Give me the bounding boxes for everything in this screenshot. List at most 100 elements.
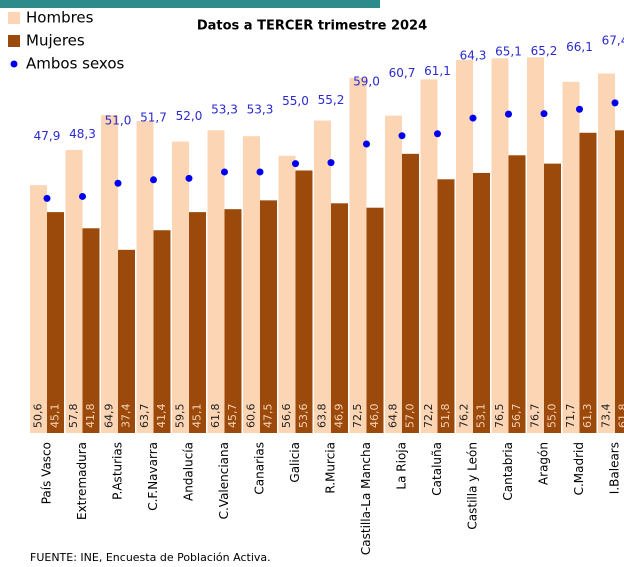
value-label: 41,4 — [155, 404, 168, 429]
value-label: 72,5 — [351, 404, 364, 429]
value-label: 51,8 — [439, 404, 452, 429]
value-label: 53,3 — [211, 102, 238, 116]
bar — [615, 130, 624, 434]
legend-swatch — [10, 60, 18, 68]
dot — [221, 168, 228, 176]
value-label: 67,4 — [602, 33, 624, 47]
bar — [385, 115, 402, 434]
header-band — [0, 0, 380, 8]
value-label: 53,3 — [247, 102, 274, 116]
value-label: 65,2 — [531, 44, 558, 58]
bar — [508, 155, 526, 433]
bar — [65, 149, 83, 433]
value-label: 37,4 — [120, 404, 133, 429]
bar — [136, 121, 154, 433]
value-label: 65,1 — [495, 45, 522, 59]
dot — [43, 194, 51, 202]
value-label: 53,1 — [475, 404, 488, 429]
value-label: 57,8 — [67, 404, 80, 429]
value-label: 52,0 — [176, 109, 203, 123]
value-label: 64,9 — [103, 404, 116, 429]
bar — [331, 203, 348, 433]
bar — [437, 179, 455, 433]
value-label: 64,3 — [460, 49, 487, 63]
x-tick-label: Castilla y León — [466, 442, 480, 530]
x-tick-label: Cantabria — [501, 442, 515, 501]
dot — [469, 114, 477, 122]
dot — [398, 132, 406, 140]
legend-label: Ambos sexos — [26, 55, 125, 73]
bar — [101, 115, 118, 433]
bar — [224, 209, 242, 433]
value-label: 60,6 — [245, 404, 258, 429]
bar — [366, 207, 384, 433]
x-tick-label: C.F.Navarra — [146, 442, 160, 511]
bar — [118, 249, 135, 433]
bar — [579, 132, 597, 433]
bar — [207, 130, 225, 434]
value-label: 60,7 — [389, 66, 416, 80]
value-label: 76,2 — [458, 404, 471, 429]
value-label: 46,0 — [368, 404, 381, 429]
bar — [47, 212, 64, 433]
x-tick-label: La Rioja — [395, 442, 409, 490]
value-label: 47,5 — [262, 404, 275, 429]
bar — [473, 172, 490, 434]
dot — [576, 105, 583, 113]
chart-title: Datos a TERCER trimestre 2024 — [197, 19, 427, 34]
bar — [295, 170, 313, 433]
value-label: 76,5 — [493, 404, 506, 429]
bar — [402, 153, 419, 434]
bar — [189, 212, 206, 433]
value-label: 61,8 — [617, 404, 624, 429]
x-tick-label: Aragón — [537, 442, 551, 485]
dot — [292, 160, 299, 168]
bar — [153, 230, 171, 433]
dot — [256, 168, 264, 176]
bar — [314, 120, 331, 434]
value-label: 61,1 — [424, 64, 451, 78]
x-tick-label: Canarias — [253, 442, 267, 495]
bar — [260, 200, 277, 433]
dot — [540, 110, 548, 118]
value-label: 61,3 — [581, 404, 594, 429]
dot — [150, 176, 157, 184]
value-label: 41,8 — [84, 404, 97, 429]
x-tick-label: Andalucía — [182, 442, 196, 501]
x-tick-label: Galicia — [288, 442, 302, 483]
value-label: 51,7 — [140, 110, 167, 124]
value-label: 71,7 — [564, 404, 577, 429]
dot — [185, 174, 193, 182]
value-label: 57,0 — [404, 404, 417, 429]
x-tick-label: Castilla-La Mancha — [359, 442, 373, 555]
value-label: 53,6 — [297, 404, 310, 429]
value-label: 45,1 — [49, 404, 62, 429]
bar — [82, 228, 100, 433]
value-label: 55,0 — [546, 404, 559, 429]
x-tick-label: C.Valenciana — [217, 442, 231, 519]
legend-swatch — [8, 12, 20, 24]
dot — [363, 140, 370, 148]
value-label: 73,4 — [600, 404, 613, 429]
value-label: 61,8 — [209, 404, 222, 429]
source-note: FUENTE: INE, Encuesta de Población Activ… — [30, 551, 271, 564]
bar — [243, 136, 260, 433]
legend-swatch — [8, 35, 20, 47]
value-label: 51,0 — [105, 114, 132, 128]
value-label: 59,5 — [174, 404, 187, 429]
bar — [527, 57, 544, 433]
bar — [491, 58, 509, 434]
dot — [505, 110, 512, 118]
x-tick-label: Extremadura — [75, 442, 89, 520]
x-tick-label: P.Asturias — [111, 442, 125, 500]
value-label: 56,6 — [280, 404, 293, 429]
bar — [544, 163, 561, 433]
x-tick-label: País Vasco — [40, 442, 54, 504]
x-tick-label: I.Balears — [608, 442, 622, 494]
value-label: 56,7 — [510, 404, 523, 429]
value-label: 47,9 — [34, 129, 61, 143]
value-label: 64,8 — [387, 404, 400, 429]
value-label: 50,6 — [32, 404, 45, 429]
bar — [349, 77, 367, 434]
